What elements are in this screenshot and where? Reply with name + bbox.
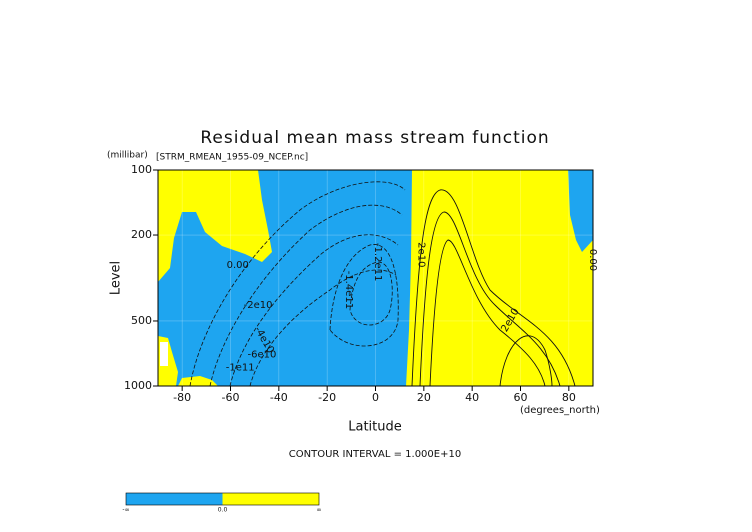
x-tick-label: 60 bbox=[514, 391, 528, 404]
contour-line bbox=[209, 204, 403, 387]
contour-label: -2e10 bbox=[244, 300, 273, 311]
contour-line bbox=[229, 234, 399, 387]
y-tick-label: 1000 bbox=[124, 379, 152, 392]
x-tick-label: -40 bbox=[270, 391, 288, 404]
contour-label: 0.00 bbox=[587, 249, 598, 271]
colorbar-swatch bbox=[222, 493, 319, 505]
x-tick-label: -80 bbox=[173, 391, 191, 404]
y-unit: (millibar) bbox=[107, 151, 148, 161]
contour-line bbox=[419, 211, 561, 387]
subtitle: [STRM_RMEAN_1955-09_NCEP.nc] bbox=[156, 153, 308, 163]
x-tick-label: -60 bbox=[222, 391, 240, 404]
contour-label: 0.00 bbox=[227, 260, 249, 271]
x-tick-label: 0 bbox=[372, 391, 379, 404]
colorbar-label: ∞ bbox=[317, 507, 322, 514]
missing-region bbox=[160, 342, 168, 366]
colorbar-frame bbox=[125, 492, 320, 506]
contour-line bbox=[429, 239, 546, 387]
contour-line bbox=[411, 189, 576, 387]
contour-label: -1e11 bbox=[226, 363, 255, 374]
footer: CONTOUR INTERVAL = 1.000E+10 bbox=[289, 449, 461, 460]
x-tick-label: 20 bbox=[417, 391, 431, 404]
contour-label: -6e10 bbox=[247, 350, 276, 361]
colorbar-label: -∞ bbox=[122, 507, 129, 514]
colorbar-swatch bbox=[126, 493, 223, 505]
contour-line bbox=[499, 335, 553, 387]
contour-line bbox=[249, 269, 397, 387]
positive-region bbox=[406, 170, 593, 386]
x-tick-label: 80 bbox=[562, 391, 576, 404]
x-unit: (degrees_north) bbox=[520, 405, 600, 416]
positive-region bbox=[158, 170, 272, 282]
contour-label: -1.4e11 bbox=[343, 271, 354, 309]
plot-area: -80 -60 -40 -20 0 20 40 60 80 100 200 500 1000 0.00 -2… bbox=[124, 163, 598, 404]
contour-label: -1.2e11 bbox=[372, 243, 383, 281]
colorbar-label: 0.0 bbox=[218, 507, 228, 514]
y-tick-label: 100 bbox=[131, 163, 152, 176]
contour-line bbox=[329, 244, 399, 347]
positive-region bbox=[178, 376, 218, 386]
x-tick-label: 40 bbox=[465, 391, 479, 404]
chart-title: Residual mean mass stream function bbox=[200, 128, 549, 148]
x-tick-label: -20 bbox=[318, 391, 336, 404]
contour-label: 2e10 bbox=[415, 242, 426, 267]
contour-line bbox=[189, 181, 406, 387]
y-tick-label: 500 bbox=[131, 314, 152, 327]
x-axis-label: Latitude bbox=[348, 420, 402, 435]
y-tick-label: 200 bbox=[131, 228, 152, 241]
y-axis-label: Level bbox=[109, 261, 124, 295]
